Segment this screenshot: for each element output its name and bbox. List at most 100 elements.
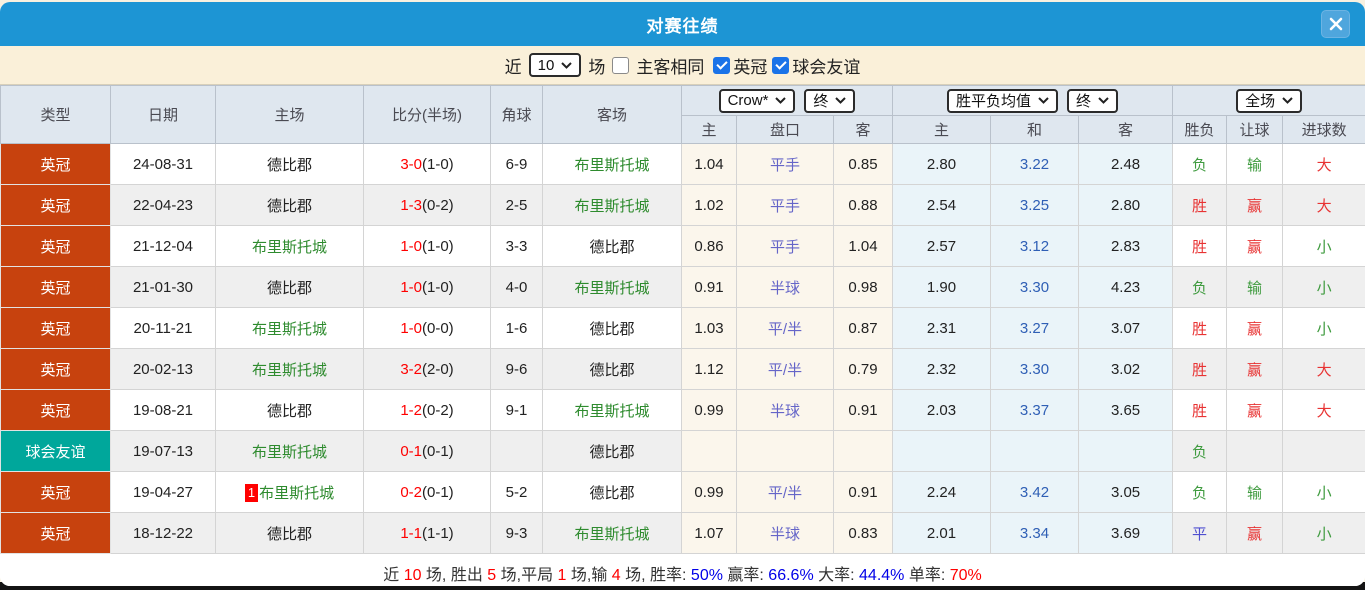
average-select[interactable]: 胜平负均值 (947, 88, 1059, 113)
result-text: 赢 (1247, 525, 1263, 543)
fulltime-score: 1-2 (400, 401, 422, 419)
handicap-home-odds: 1.04 (681, 143, 737, 185)
handicap-line: 平/半 (736, 348, 834, 390)
handicap-away-odds: 0.91 (832, 389, 894, 431)
subcol-handicap-away: 客 (832, 115, 894, 144)
summary-bar: 近 10 场, 胜出 5 场,平局 1 场,输 4 场, 胜率: 50% 赢率:… (0, 554, 1365, 586)
type-cell: 英冠 (0, 184, 111, 226)
corner-cell: 9-6 (490, 348, 543, 390)
close-button[interactable] (1321, 10, 1350, 38)
corner-cell: 2-5 (490, 184, 543, 226)
halftime-score: (0-2) (422, 196, 454, 214)
away-team-name: 布里斯托城 (574, 197, 650, 215)
euro-draw-odds: 3.30 (990, 266, 1080, 308)
type-cell: 英冠 (0, 512, 111, 554)
euro-away-odds: 3.05 (1078, 471, 1174, 513)
same-venue-checkbox[interactable] (612, 56, 630, 74)
recent-count-select[interactable]: 10 (528, 53, 582, 77)
chevron-down-icon (775, 97, 787, 104)
titlebar: 对赛往绩 (0, 2, 1365, 46)
result-text: 赢 (1247, 238, 1263, 256)
result-text: 大 (1316, 156, 1332, 174)
average-group-header: 胜平负均值 终 (892, 85, 1174, 116)
handicap-line: 平/半 (736, 307, 834, 349)
type-cell: 英冠 (0, 225, 111, 267)
friendly-filter-checkbox[interactable] (772, 56, 790, 74)
subcol-handicap-result: 让球 (1226, 115, 1284, 144)
subcol-euro-away: 客 (1078, 115, 1174, 144)
average-select-value: 胜平负均值 (956, 93, 1032, 110)
result-cell: 赢 (1226, 348, 1284, 390)
home-team-name: 布里斯托城 (259, 484, 335, 502)
match-type-label: 英冠 (40, 525, 71, 543)
euro-away-odds: 3.65 (1078, 389, 1174, 431)
red-card-badge: 1 (244, 483, 259, 502)
home-team-cell: 布里斯托城 (215, 348, 364, 390)
corner-cell: 9-1 (490, 389, 543, 431)
home-team-cell: 1 布里斯托城 (215, 471, 364, 513)
euro-draw-odds: 3.42 (990, 471, 1080, 513)
col-header-date: 日期 (110, 85, 216, 144)
away-team-name: 德比郡 (589, 484, 635, 502)
fulltime-score: 0-1 (400, 442, 422, 460)
fulltime-score: 3-2 (400, 360, 422, 378)
page-background-strip (0, 582, 1365, 590)
date-cell: 19-04-27 (110, 471, 216, 513)
home-team-cell: 德比郡 (215, 266, 364, 308)
home-team-name: 德比郡 (266, 279, 312, 297)
euro-away-odds: 3.07 (1078, 307, 1174, 349)
league-filter-checkbox[interactable] (713, 56, 731, 74)
handicap-home-odds: 1.12 (681, 348, 737, 390)
result-text: 胜 (1192, 320, 1208, 338)
handicap-line: 半球 (736, 389, 834, 431)
same-venue-label: 主客相同 (636, 57, 705, 77)
result-cell: 胜 (1172, 348, 1228, 390)
halftime-score: (0-1) (422, 483, 454, 501)
euro-away-odds: 3.69 (1078, 512, 1174, 554)
bookmaker-period-select[interactable]: 终 (804, 88, 856, 113)
handicap-line: 半球 (736, 266, 834, 308)
result-text: 胜 (1192, 402, 1208, 420)
bookmaker-select[interactable]: Crow* (718, 88, 796, 113)
col-header-type: 类型 (0, 85, 111, 144)
date-cell: 21-12-04 (110, 225, 216, 267)
euro-home-odds: 2.57 (892, 225, 992, 267)
score-cell: 0-1(0-1) (363, 430, 491, 472)
chevron-down-icon (835, 97, 847, 104)
euro-draw-odds: 3.27 (990, 307, 1080, 349)
euro-home-odds: 2.80 (892, 143, 992, 185)
handicap-away-odds: 0.79 (832, 348, 894, 390)
result-cell: 大 (1282, 143, 1365, 185)
handicap-line: 平手 (736, 184, 834, 226)
result-cell: 胜 (1172, 307, 1228, 349)
summary-segment: 4 (611, 566, 621, 584)
home-team-cell: 布里斯托城 (215, 225, 364, 267)
date-cell: 19-08-21 (110, 389, 216, 431)
corner-cell: 6-9 (490, 143, 543, 185)
dialog-title: 对赛往绩 (646, 16, 719, 36)
corner-cell: 4-0 (490, 266, 543, 308)
type-cell: 英冠 (0, 307, 111, 349)
col-header-score: 比分(半场) (363, 85, 491, 144)
average-period-value: 终 (1076, 93, 1092, 110)
home-team-name: 布里斯托城 (251, 361, 327, 379)
corner-cell: 9-3 (490, 512, 543, 554)
corner-cell: 1-6 (490, 307, 543, 349)
result-cell: 小 (1282, 512, 1365, 554)
result-text: 输 (1247, 156, 1263, 174)
euro-home-odds: 2.54 (892, 184, 992, 226)
handicap-away-odds: 0.87 (832, 307, 894, 349)
match-row: 英冠 19-08-21 德比郡 1-2(0-2) 9-1 布里斯托城 0.99 … (0, 389, 1365, 431)
average-period-select[interactable]: 终 (1067, 88, 1119, 113)
handicap-line: 平手 (736, 225, 834, 267)
summary-segment: 44.4% (859, 566, 905, 584)
scope-select[interactable]: 全场 (1236, 88, 1303, 113)
result-text: 赢 (1247, 402, 1263, 420)
result-group-header: 全场 (1172, 85, 1365, 116)
handicap-line: 平手 (736, 143, 834, 185)
away-team-cell: 布里斯托城 (542, 266, 682, 308)
summary-segment: 近 (383, 566, 404, 584)
result-cell: 负 (1172, 471, 1228, 513)
home-team-cell: 德比郡 (215, 184, 364, 226)
handicap-line: 半球 (736, 512, 834, 554)
